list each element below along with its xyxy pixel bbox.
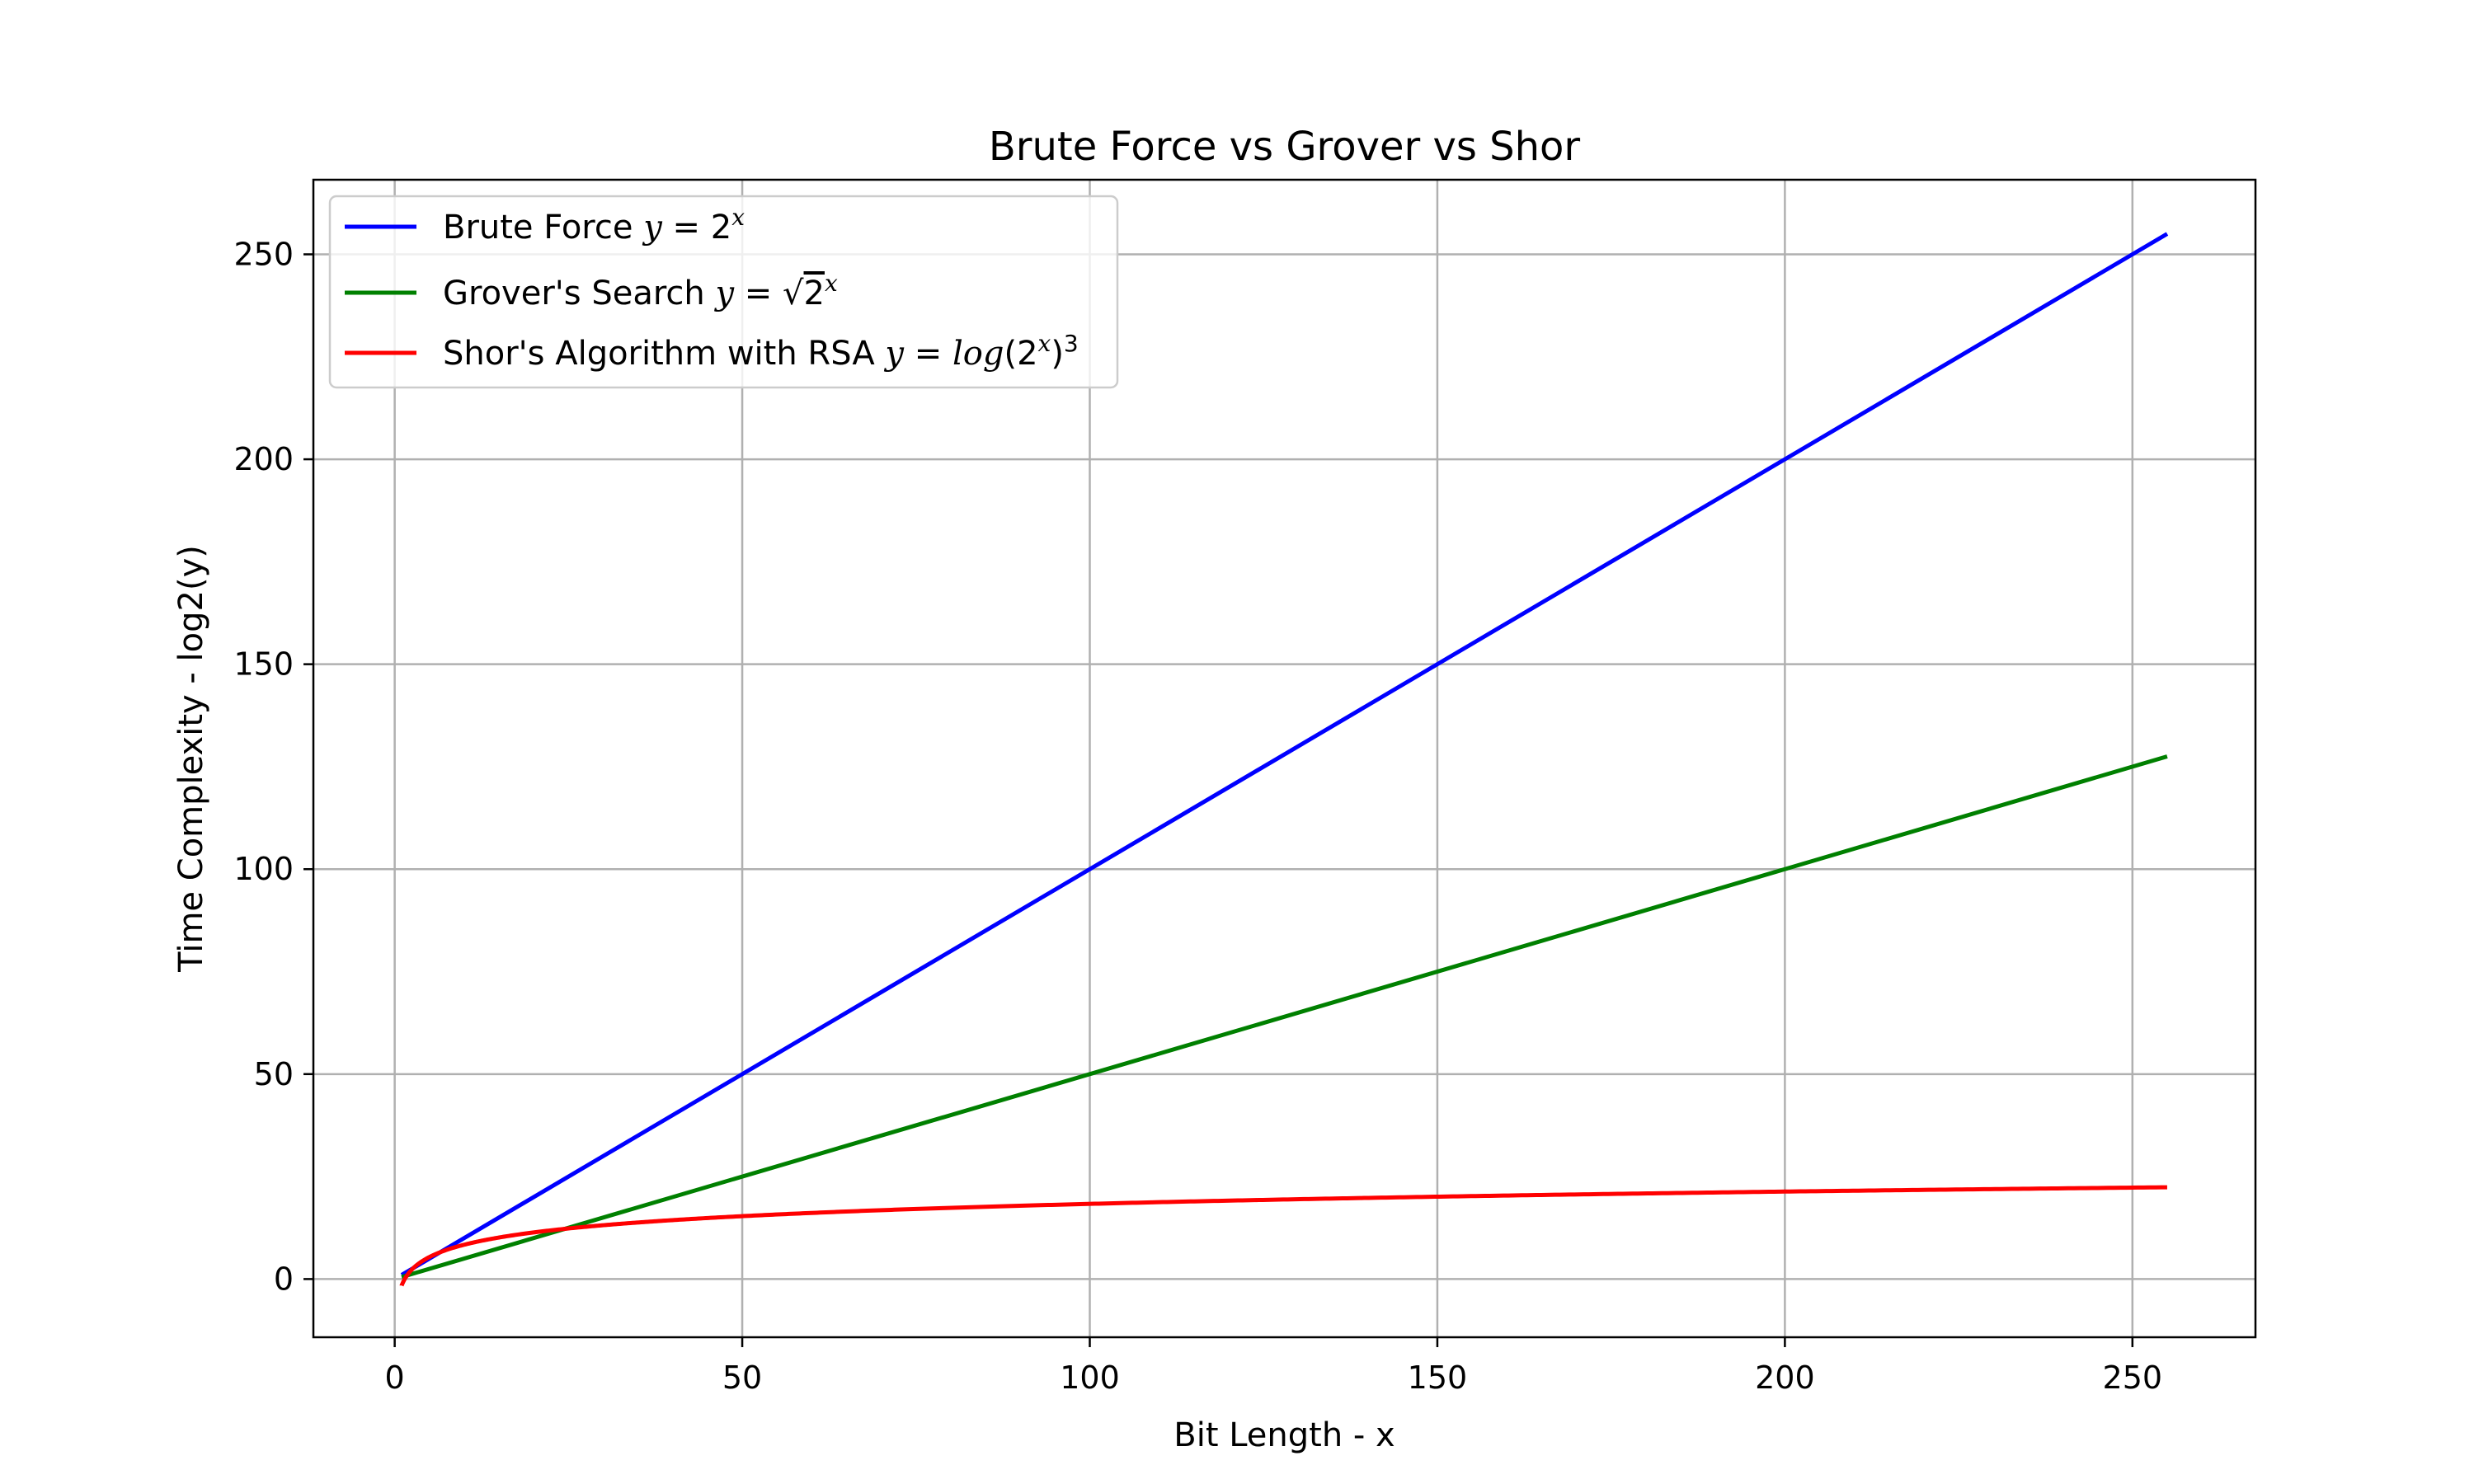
legend-entry: Grover's Search y = √2x — [443, 270, 838, 312]
legend-text-part: = — [662, 209, 711, 247]
legend-text-part: y — [642, 209, 663, 247]
legend-text-part: 3 — [1064, 330, 1079, 357]
y-tick-label: 100 — [233, 851, 294, 887]
legend-text-part: x — [731, 204, 745, 231]
x-tick-label: 100 — [1060, 1360, 1120, 1396]
legend-text-part: 2 — [804, 275, 825, 312]
legend-text-part: ( — [1004, 335, 1017, 373]
y-tick-label: 200 — [233, 441, 294, 477]
legend-text-part: log — [952, 335, 1004, 373]
series-line — [400, 232, 2169, 1277]
legend-text-part: Brute Force — [443, 209, 643, 247]
x-tick-label: 50 — [722, 1360, 762, 1396]
plot-frame — [312, 178, 2257, 1339]
legend-frame — [328, 195, 1119, 389]
legend-text-part: = — [734, 275, 783, 312]
y-tick-label: 250 — [233, 236, 294, 272]
legend-text-part: x — [825, 270, 838, 297]
legend-text-part: 2 — [1017, 335, 1037, 373]
legend-text-part: 2 — [711, 209, 731, 247]
series-layer — [399, 232, 2169, 1288]
ticks: 0 50 100 150 200 250 0 50 100 150 200 250 — [233, 236, 2162, 1396]
series-line — [401, 754, 2168, 1280]
chart-title: Brute Force vs Grover vs Shor — [989, 124, 1581, 170]
legend-text-part: y — [883, 335, 905, 373]
legend-text-part: ) — [1051, 335, 1064, 373]
legend-text-part: √ — [783, 275, 804, 312]
legend-text-part: y — [713, 275, 735, 312]
x-axis-label: Bit Length - x — [1174, 1416, 1395, 1454]
y-tick-label: 50 — [254, 1056, 294, 1092]
legend-text-part: Shor's Algorithm with RSA — [443, 335, 885, 373]
x-tick-label: 200 — [1755, 1360, 1815, 1396]
y-tick-label: 150 — [233, 646, 294, 683]
legend-entry: Brute Force y = 2x — [443, 204, 745, 247]
legend-text-part: x — [1038, 330, 1051, 357]
x-tick-label: 150 — [1408, 1360, 1468, 1396]
legend-text-part: = — [904, 335, 952, 373]
y-axis-label: Time Complexity - log2(y) — [172, 545, 210, 973]
y-tick-label: 0 — [274, 1261, 294, 1297]
x-tick-label: 250 — [2103, 1360, 2163, 1396]
legend-entry: Shor's Algorithm with RSA y = log(2x)3 — [443, 330, 1079, 373]
x-tick-label: 0 — [385, 1360, 405, 1396]
series-line — [399, 1185, 2167, 1288]
legend-text-part: Grover's Search — [443, 275, 715, 312]
